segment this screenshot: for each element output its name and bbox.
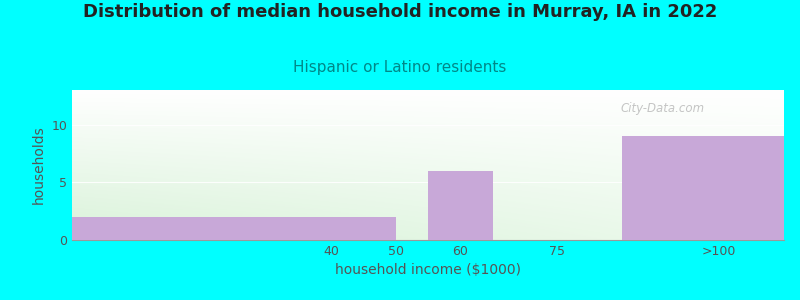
Text: Distribution of median household income in Murray, IA in 2022: Distribution of median household income … bbox=[83, 3, 717, 21]
Y-axis label: households: households bbox=[32, 126, 46, 204]
Bar bbox=[622, 136, 784, 240]
Bar bbox=[428, 171, 493, 240]
Bar bbox=[72, 217, 396, 240]
Text: Hispanic or Latino residents: Hispanic or Latino residents bbox=[294, 60, 506, 75]
Text: City-Data.com: City-Data.com bbox=[621, 102, 705, 115]
X-axis label: household income ($1000): household income ($1000) bbox=[335, 263, 521, 278]
